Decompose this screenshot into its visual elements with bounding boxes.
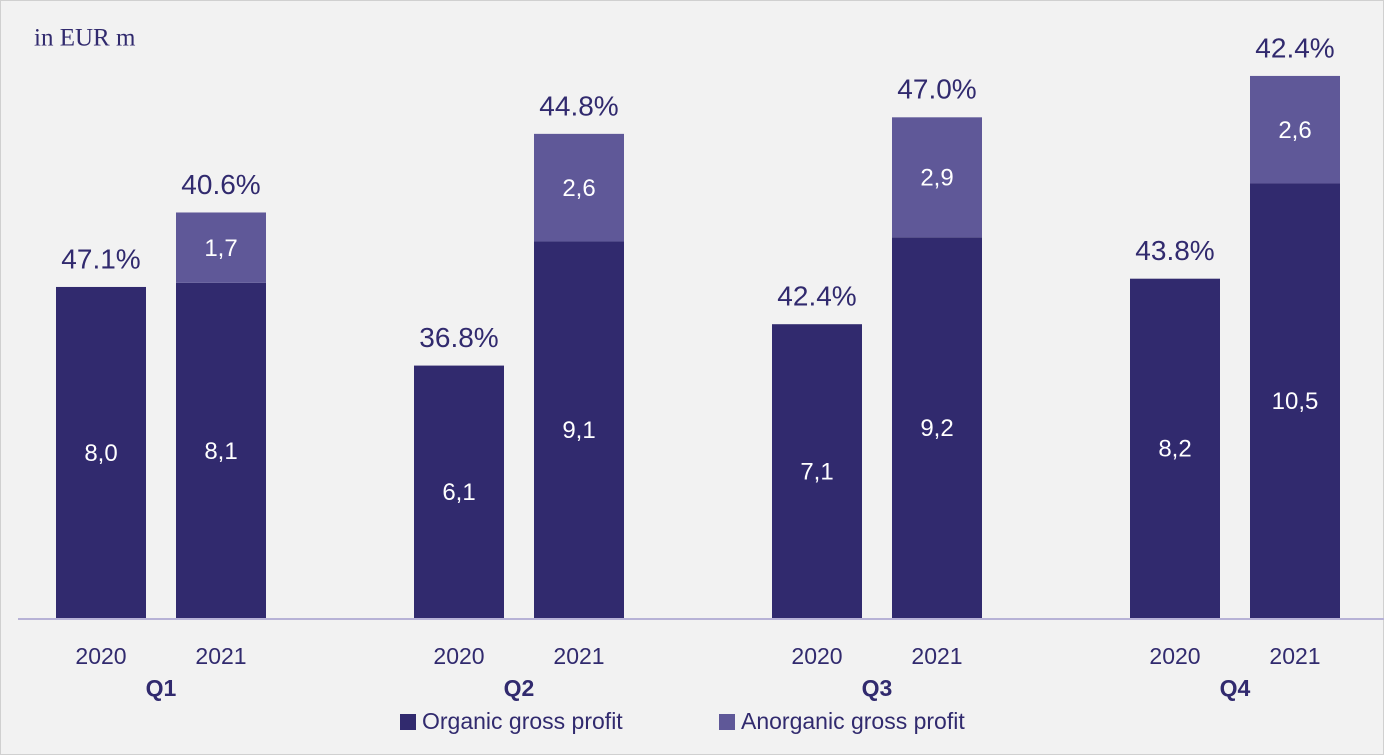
legend-label: Anorganic gross profit <box>741 708 965 734</box>
bar-segment <box>892 117 982 238</box>
margin-label: 42.4% <box>777 281 856 312</box>
margin-label: 44.8% <box>539 90 618 121</box>
data-label: 6,1 <box>442 479 475 506</box>
x-tick-label: 2020 <box>75 643 126 669</box>
data-label: 2,9 <box>920 165 953 192</box>
data-label: 9,2 <box>920 415 953 442</box>
bar-segment <box>1250 75 1340 184</box>
data-label: 2,6 <box>1278 117 1311 144</box>
data-label: 8,1 <box>204 438 237 465</box>
legend-swatch <box>719 714 735 730</box>
data-label: 9,1 <box>562 417 595 444</box>
margin-label: 47.1% <box>61 243 140 274</box>
data-label: 8,0 <box>84 440 117 467</box>
margin-label: 47.0% <box>897 74 976 105</box>
x-tick-label: 2021 <box>553 643 604 669</box>
x-tick-label: 2020 <box>433 643 484 669</box>
margin-label: 40.6% <box>181 169 260 200</box>
bar-segment <box>1250 183 1340 618</box>
data-label: 2,6 <box>562 175 595 202</box>
legend-label: Organic gross profit <box>422 708 623 734</box>
bar-segment <box>534 241 624 618</box>
x-tick-label: 2020 <box>791 643 842 669</box>
bar-segment <box>892 237 982 618</box>
legend-swatch <box>400 714 416 730</box>
data-label: 8,2 <box>1158 436 1191 463</box>
data-label: 10,5 <box>1272 388 1319 415</box>
bar-segment <box>772 324 862 618</box>
group-label: Q3 <box>862 675 893 701</box>
bar-segment <box>534 133 624 242</box>
bar-segment <box>414 365 504 618</box>
group-label: Q1 <box>146 675 177 701</box>
bar-segment <box>56 286 146 618</box>
bar-segment <box>176 282 266 618</box>
x-tick-label: 2021 <box>1269 643 1320 669</box>
bar-segment <box>1130 278 1220 618</box>
x-tick-label: 2021 <box>195 643 246 669</box>
x-tick-label: 2020 <box>1149 643 1200 669</box>
x-tick-label: 2021 <box>911 643 962 669</box>
group-label: Q4 <box>1220 675 1251 701</box>
margin-label: 43.8% <box>1135 235 1214 266</box>
margin-label: 42.4% <box>1255 32 1334 63</box>
unit-label: in EUR m <box>34 25 136 52</box>
margin-label: 36.8% <box>419 322 498 353</box>
data-label: 1,7 <box>204 235 237 262</box>
bar-segment <box>176 212 266 283</box>
data-label: 7,1 <box>800 458 833 485</box>
group-label: Q2 <box>504 675 535 701</box>
